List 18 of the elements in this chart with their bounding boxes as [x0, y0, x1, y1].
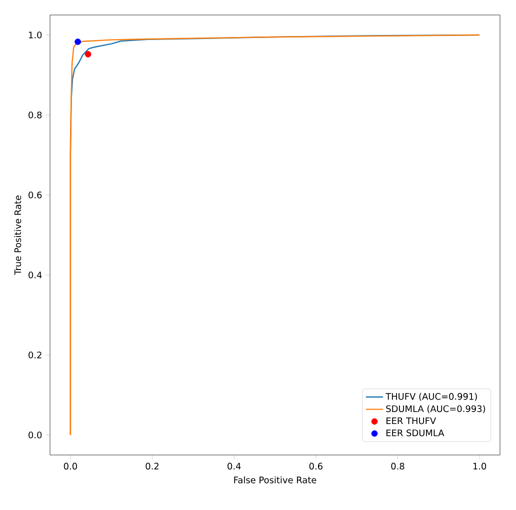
y-tick-label: 0.4 [28, 272, 42, 278]
x-tick-label: 0.2 [146, 462, 159, 470]
x-tick-label: 0.6 [309, 462, 322, 470]
x-axis-title: False Positive Rate [234, 476, 316, 484]
y-tick-label: 0.8 [28, 112, 42, 118]
y-axis-title: True Positive Rate [14, 196, 22, 275]
y-tick-label: 0.6 [28, 192, 42, 198]
legend-label: EER THUFV [386, 417, 436, 424]
legend-label: THUFV (AUC=0.991) [386, 392, 477, 401]
y-tick-label: 0.2 [28, 352, 42, 358]
y-tick-label: 0.0 [28, 432, 42, 438]
legend-label: SDUMLA (AUC=0.993) [386, 405, 486, 414]
x-tick-label: 0.4 [228, 462, 241, 470]
x-tick-label: 0.0 [64, 462, 77, 470]
x-tick-label: 1.0 [473, 462, 486, 470]
legend-label: EER SDUMLA [386, 429, 444, 436]
x-tick-label: 0.8 [391, 462, 404, 470]
y-tick-label: 1.0 [28, 32, 42, 38]
